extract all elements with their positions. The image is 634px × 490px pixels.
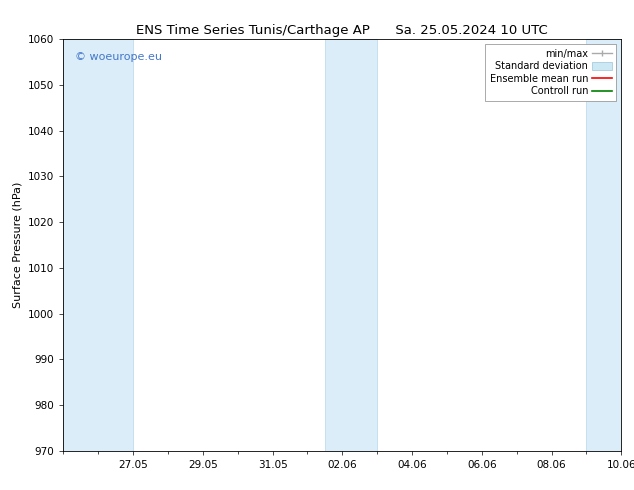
Legend: min/max, Standard deviation, Ensemble mean run, Controll run: min/max, Standard deviation, Ensemble me… [485, 44, 616, 101]
Y-axis label: Surface Pressure (hPa): Surface Pressure (hPa) [13, 182, 23, 308]
Bar [325, 39, 377, 451]
Bar [586, 39, 621, 451]
Title: ENS Time Series Tunis/Carthage AP      Sa. 25.05.2024 10 UTC: ENS Time Series Tunis/Carthage AP Sa. 25… [136, 24, 548, 37]
Bar [63, 39, 133, 451]
Text: © woeurope.eu: © woeurope.eu [75, 51, 162, 62]
